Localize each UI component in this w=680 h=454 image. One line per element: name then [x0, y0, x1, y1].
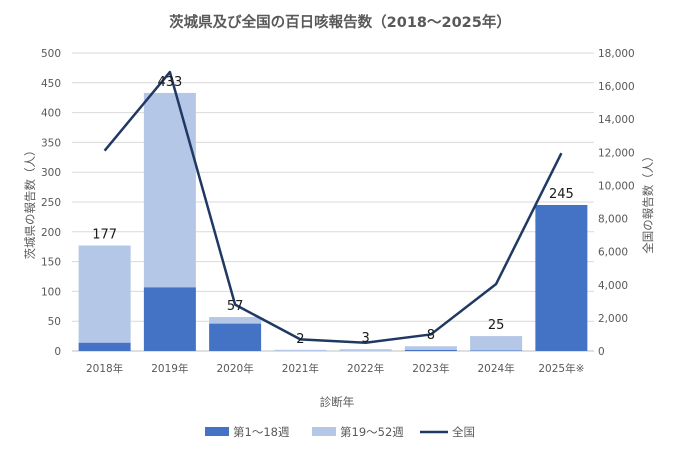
right-axis-ticks: 0 2,000 4,000 6,000 8,000 10,000 12,000 14,000 1…	[598, 48, 635, 358]
national-line	[103, 70, 563, 344]
legend-label: 第1～18週	[233, 425, 290, 439]
data-label: 25	[488, 318, 505, 333]
x-tick-label: 2025年※	[538, 362, 584, 375]
data-label: 57	[227, 299, 244, 314]
bar-weeks-19-52	[339, 349, 392, 351]
legend-swatch	[312, 427, 336, 436]
y2-tick-label: 8,000	[598, 214, 628, 226]
bar-weeks-19-52	[209, 317, 262, 324]
national-series-line	[103, 70, 563, 344]
y-tick-label: 500	[41, 48, 61, 60]
y2-axis-label: 全国の報告数（人）	[641, 150, 655, 254]
data-label: 433	[157, 75, 182, 90]
y2-tick-label: 4,000	[598, 280, 628, 292]
x-tick-label: 2021年	[282, 362, 319, 375]
y-tick-label: 150	[41, 257, 61, 269]
bar-weeks-1-18	[535, 204, 588, 351]
y2-tick-label: 10,000	[598, 180, 635, 192]
x-tick-label: 2024年	[478, 362, 515, 375]
bar-weeks-19-52	[143, 92, 196, 288]
x-tick-label: 2019年	[151, 362, 188, 375]
y-tick-label: 250	[41, 197, 61, 209]
x-axis-ticks: 2018年 2019年 2020年 2021年 2022年 2023年 2024年 2025年…	[86, 362, 584, 375]
x-tick-label: 2018年	[86, 362, 123, 375]
bar-weeks-19-52	[274, 349, 327, 351]
y-tick-label: 300	[41, 167, 61, 179]
data-label: 177	[92, 228, 117, 243]
bar-weeks-19-52	[404, 346, 457, 350]
data-label: 2	[296, 332, 304, 347]
y2-tick-label: 18,000	[598, 48, 635, 60]
legend-label: 第19～52週	[340, 425, 404, 439]
x-tick-label: 2023年	[412, 362, 449, 375]
left-axis-ticks: 0 50 100 150 200 250 300 350 400 450 500	[41, 48, 61, 358]
y2-tick-label: 6,000	[598, 247, 628, 259]
x-axis-label: 診断年	[320, 395, 355, 409]
y-tick-label: 50	[48, 316, 61, 328]
chart-title: 茨城県及び全国の百日咳報告数（2018～2025年）	[169, 13, 511, 31]
y-tick-label: 0	[54, 346, 61, 358]
legend: 第1～18週 第19～52週 全国	[205, 425, 475, 439]
y-tick-label: 200	[41, 227, 61, 239]
y-tick-label: 100	[41, 286, 61, 298]
bar-weeks-1-18	[78, 342, 131, 351]
bars	[78, 92, 588, 351]
bar-weeks-1-18	[404, 349, 457, 351]
bar-weeks-19-52	[78, 245, 131, 343]
data-label: 245	[549, 187, 574, 202]
data-label: 3	[361, 331, 369, 346]
y2-tick-label: 0	[598, 346, 605, 358]
y2-tick-label: 2,000	[598, 313, 628, 325]
y-tick-label: 400	[41, 108, 61, 120]
y2-tick-label: 16,000	[598, 81, 635, 93]
y-tick-label: 450	[41, 78, 61, 90]
bar-weeks-1-18	[143, 287, 196, 351]
bar-weeks-1-18	[209, 323, 262, 351]
data-label: 8	[427, 328, 435, 343]
bar-weeks-19-52	[470, 336, 523, 351]
y-tick-label: 350	[41, 137, 61, 149]
x-tick-label: 2020年	[217, 362, 254, 375]
data-labels: 177 433 57 2 3 8 25 245	[92, 75, 574, 347]
y2-tick-label: 14,000	[598, 114, 635, 126]
legend-label: 全国	[452, 425, 475, 439]
y2-tick-label: 12,000	[598, 147, 635, 159]
bar-weeks-1-18	[470, 350, 523, 351]
x-tick-label: 2022年	[347, 362, 384, 375]
y-axis-label: 茨城県の報告数（人）	[23, 145, 37, 260]
legend-swatch	[205, 427, 229, 436]
